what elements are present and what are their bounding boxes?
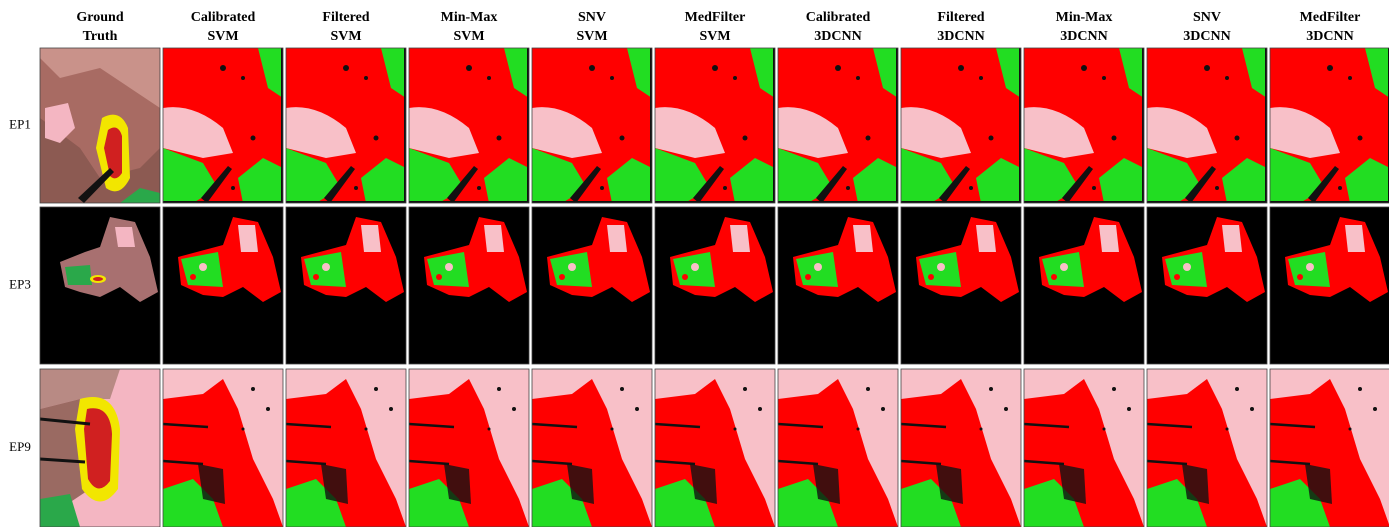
column-header: SVM [453,29,484,44]
ground-truth-image [40,369,160,527]
row-label: EP9 [9,439,31,454]
classification-map [163,207,283,364]
column-header: SVM [699,29,730,44]
column-header: Min-Max [1056,10,1113,25]
column-header: Filtered [937,10,984,25]
column-header: 3DCNN [1060,29,1107,44]
classification-map [901,207,1021,364]
column-header: Calibrated [806,10,871,25]
classification-map [901,48,1021,203]
classification-map [1024,48,1144,203]
classification-map [532,207,652,364]
column-header: Min-Max [441,10,498,25]
classification-map [778,48,898,203]
classification-map [409,207,529,364]
column-header: MedFilter [685,10,746,25]
classification-map [1024,369,1144,527]
classification-map [655,48,775,203]
classification-map [163,369,283,527]
classification-map [532,369,652,527]
classification-map [409,48,529,203]
classification-map [1024,207,1144,364]
classification-map [1270,48,1389,203]
column-header: Calibrated [191,10,256,25]
column-header: SVM [207,29,238,44]
column-header: 3DCNN [814,29,861,44]
classification-map [409,369,529,527]
classification-map [286,48,406,203]
classification-map [163,48,283,203]
classification-map [1147,369,1267,527]
figure: Ground Truth Calibrated SVM Filtered SVM Min-M… [0,0,1389,527]
classification-map [1270,369,1389,527]
classification-map [1147,207,1267,364]
classification-map [1147,48,1267,203]
ground-truth-image [40,48,160,203]
classification-map [532,48,652,203]
column-header: SNV [1193,10,1221,25]
ground-truth-image [40,207,160,364]
row-label: EP1 [9,116,31,131]
classification-map [778,369,898,527]
column-header: 3DCNN [937,29,984,44]
classification-map [655,369,775,527]
classification-map [1270,207,1389,364]
column-header: SNV [578,10,606,25]
classification-map [286,369,406,527]
column-header: MedFilter [1300,10,1361,25]
column-header: 3DCNN [1306,29,1353,44]
column-header: SVM [576,29,607,44]
row-label: EP3 [9,276,31,291]
column-header: Truth [83,29,118,44]
column-header: SVM [330,29,361,44]
classification-map [901,369,1021,527]
column-header: Ground [76,10,123,25]
classification-map [778,207,898,364]
classification-map [286,207,406,364]
column-header: 3DCNN [1183,29,1230,44]
column-header: Filtered [322,10,369,25]
classification-map [655,207,775,364]
